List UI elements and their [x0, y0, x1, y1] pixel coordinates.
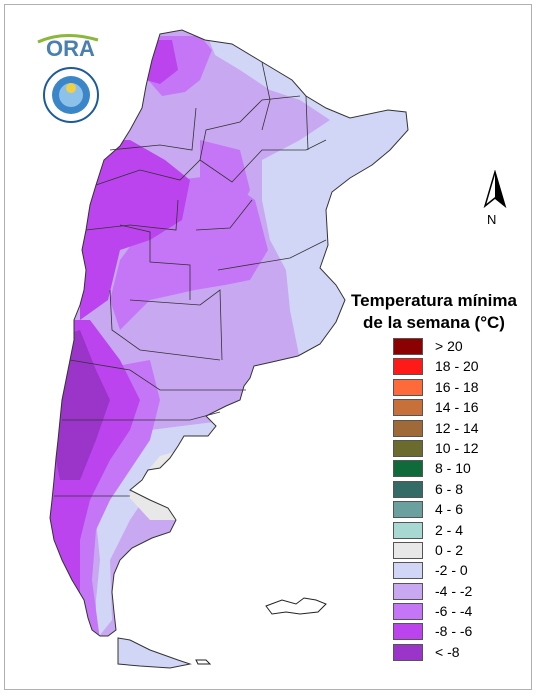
legend-label: 4 - 6 [435, 501, 464, 518]
legend-title-line2: de la semana (°C) [363, 313, 505, 332]
legend-title-line1: Temperatura mínima [351, 291, 517, 310]
legend-swatch [393, 399, 423, 417]
legend-label: < -8 [435, 643, 460, 660]
legend-swatch [393, 378, 423, 396]
legend-label: 6 - 8 [435, 480, 464, 497]
legend-swatch [393, 439, 423, 457]
legend-swatch [393, 521, 423, 539]
legend-label: > 20 [435, 338, 463, 354]
legend-swatch [393, 358, 423, 376]
legend-swatch [393, 562, 423, 580]
legend-label: 18 - 20 [435, 358, 479, 375]
legend-swatch [393, 643, 423, 661]
legend-label: 2 - 4 [435, 521, 464, 538]
smn-seal-logo [43, 67, 99, 123]
legend-swatch [393, 501, 423, 519]
ora-logo: ORA [37, 34, 99, 61]
legend-title: Temperatura mínima de la semana (°C) [336, 290, 532, 334]
argentina-outline [49, 29, 409, 637]
legend-label: 10 - 12 [435, 439, 479, 456]
north-label: N [487, 212, 497, 227]
zone-minus6-minus4-west [200, 140, 250, 210]
islas-malvinas [265, 597, 327, 615]
legend-label: -6 - -4 [435, 603, 473, 620]
zone-minus8-minus6-northwest [80, 140, 190, 320]
legend-swatch [393, 480, 423, 498]
legend-label: -2 - 0 [435, 562, 468, 579]
legend-swatch [393, 338, 423, 355]
legend-swatch [393, 460, 423, 478]
islas-malvinas-small [195, 659, 212, 665]
map-frame [4, 4, 532, 690]
zone-minus6-minus4-center [110, 175, 268, 330]
legend-label: 14 - 16 [435, 399, 479, 416]
tierra-del-fuego [117, 637, 192, 669]
legend-swatch [393, 603, 423, 621]
legend-swatch [393, 582, 423, 600]
legend-label: 16 - 18 [435, 378, 479, 395]
legend-swatch [393, 623, 423, 641]
north-arrow-icon [483, 170, 507, 209]
legend-label: -4 - -2 [435, 582, 473, 599]
legend-swatch [393, 541, 423, 559]
legend-swatch [393, 419, 423, 437]
legend-label: 8 - 10 [435, 460, 471, 477]
legend-label: 12 - 14 [435, 419, 479, 436]
zone-minus2-0-south [96, 420, 230, 636]
ora-logo-text: ORA [46, 36, 95, 61]
legend-label: 0 - 2 [435, 541, 464, 558]
legend-label: -8 - -6 [435, 623, 473, 640]
province-borders [54, 61, 327, 497]
